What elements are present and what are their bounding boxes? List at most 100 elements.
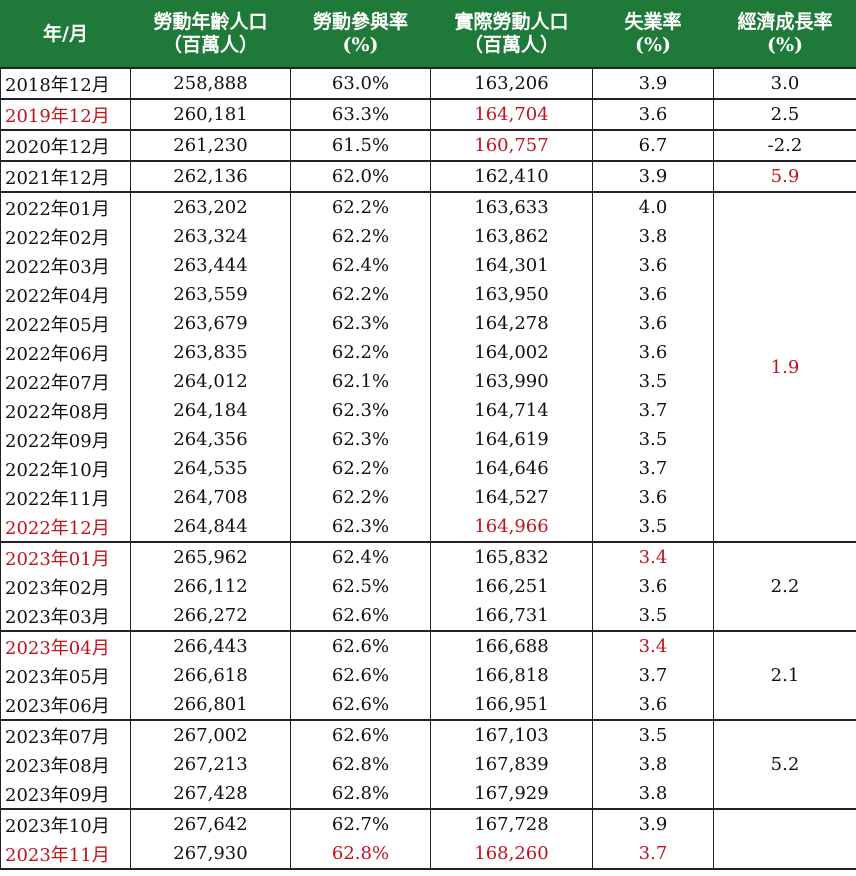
unemployment-rate-cell: 3.7 [592,661,714,690]
unemployment-rate-cell: 3.5 [592,601,714,631]
month-cell: 2022年01月 [0,191,131,222]
month-cell: 2022年09月 [0,425,131,454]
month-cell: 2023年09月 [0,779,131,809]
header-actual-labor-force: 實際勞動人口 （百萬人） [430,0,593,69]
month-cell: 2021年12月 [0,160,131,192]
participation-rate-cell: 62.2% [290,222,431,251]
labor-age-population-cell: 263,679 [130,309,291,338]
labor-age-population-cell: 267,930 [130,839,291,870]
actual-labor-force-cell: 168,260 [430,839,593,870]
gdp-growth-rate-cell: 3.0 [713,67,856,100]
unemployment-rate-cell: 3.9 [592,160,714,192]
actual-labor-force-cell: 166,951 [430,690,593,720]
actual-labor-force-cell: 164,714 [430,396,593,425]
table-row: 2023年06月 266,801 62.6% 166,951 3.6 [0,690,856,720]
table-row: 2022年03月 263,444 62.4% 164,301 3.6 [0,251,856,280]
header-participation-rate: 勞動參與率 (%) [290,0,431,69]
month-cell: 2022年08月 [0,396,131,425]
table-row: 2020年12月 261,230 61.5% 160,757 6.7 -2.2 [0,129,856,162]
table-row: 2022年05月 263,679 62.3% 164,278 3.6 [0,309,856,338]
actual-labor-force-cell: 164,966 [430,512,593,542]
gdp-growth-rate-cell: 2.1 [713,630,856,721]
unemployment-rate-cell: 4.0 [592,191,714,222]
labor-age-population-cell: 267,002 [130,719,291,750]
labor-age-population-cell: 263,202 [130,191,291,222]
labor-age-population-cell: 266,801 [130,690,291,720]
participation-rate-cell: 62.4% [290,251,431,280]
table-row: 2022年04月 263,559 62.2% 163,950 3.6 [0,280,856,309]
actual-labor-force-cell: 163,950 [430,280,593,309]
month-cell: 2018年12月 [0,67,131,99]
month-cell: 2023年03月 [0,601,131,631]
gdp-growth-rate-cell: 2.5 [713,98,856,131]
unemployment-rate-cell: 3.9 [592,808,714,839]
labor-age-population-cell: 263,559 [130,280,291,309]
header-actual-labor-force-unit: （百萬人） [463,34,559,56]
unemployment-rate-cell: 3.5 [592,367,714,396]
table-row: 2022年06月 263,835 62.2% 164,002 3.6 [0,338,856,367]
participation-rate-cell: 62.6% [290,661,431,690]
actual-labor-force-cell: 167,728 [430,808,593,839]
unemployment-rate-cell: 3.6 [592,251,714,280]
unemployment-rate-cell: 3.7 [592,454,714,483]
gdp-growth-rate-cell: 5.2 [713,719,856,810]
table-row: 2018年12月 258,888 63.0% 163,206 3.9 3.0 [0,67,856,100]
header-unemployment-rate: 失業率 (%) [592,0,714,69]
table-row: 2023年10月 267,642 62.7% 167,728 3.9 [0,808,856,870]
participation-rate-cell: 62.2% [290,280,431,309]
month-cell: 2022年03月 [0,251,131,280]
header-row: 年/月 勞動年齡人口 （百萬人） 勞動參與率 (%) 實際勞動人口 （百萬人） … [0,0,856,69]
actual-labor-force-cell: 166,818 [430,661,593,690]
actual-labor-force-cell: 165,832 [430,541,593,572]
header-unemployment-rate-label: 失業率 [624,11,682,33]
month-cell: 2022年06月 [0,338,131,367]
table-row: 2023年04月 266,443 62.6% 166,688 3.4 2.1 [0,630,856,721]
labor-age-population-cell: 264,356 [130,425,291,454]
unemployment-rate-cell: 3.8 [592,222,714,251]
participation-rate-cell: 62.0% [290,160,431,192]
gdp-growth-rate-cell: 2.2 [713,541,856,632]
actual-labor-force-cell: 166,251 [430,572,593,601]
header-labor-age-population: 勞動年齡人口 （百萬人） [130,0,291,69]
table-row: 2023年09月 267,428 62.8% 167,929 3.8 [0,779,856,809]
actual-labor-force-cell: 164,002 [430,338,593,367]
participation-rate-cell: 62.1% [290,367,431,396]
labor-age-population-cell: 265,962 [130,541,291,572]
table-row: 2023年01月 265,962 62.4% 165,832 3.4 2.2 [0,541,856,632]
unemployment-rate-cell: 3.4 [592,630,714,661]
unemployment-rate-cell: 3.7 [592,396,714,425]
month-cell: 2023年04月 [0,630,131,661]
table-body: 2018年12月 258,888 63.0% 163,206 3.9 3.0 2019年12… [0,67,856,870]
unemployment-rate-cell: 6.7 [592,129,714,161]
labor-age-population-cell: 260,181 [130,98,291,130]
participation-rate-cell: 62.8% [290,839,431,870]
participation-rate-cell: 62.6% [290,630,431,661]
table-row: 2022年10月 264,535 62.2% 164,646 3.7 [0,454,856,483]
actual-labor-force-cell: 167,103 [430,719,593,750]
actual-labor-force-cell: 163,206 [430,67,593,99]
month-cell: 2022年10月 [0,454,131,483]
unemployment-rate-cell: 3.6 [592,483,714,512]
gdp-growth-rate-cell: 1.9 [713,191,856,543]
actual-labor-force-cell: 166,731 [430,601,593,631]
participation-rate-cell: 62.7% [290,808,431,839]
table-row: 2019年12月 260,181 63.3% 164,704 3.6 2.5 [0,98,856,131]
participation-rate-cell: 62.8% [290,750,431,779]
unemployment-rate-cell: 3.6 [592,309,714,338]
header-gdp-growth-rate-label: 經濟成長率 [737,11,833,33]
participation-rate-cell: 62.3% [290,396,431,425]
actual-labor-force-cell: 163,990 [430,367,593,396]
unemployment-rate-cell: 3.6 [592,572,714,601]
month-cell: 2023年11月 [0,839,131,870]
unemployment-rate-cell: 3.9 [592,67,714,99]
labor-age-population-cell: 263,444 [130,251,291,280]
gdp-growth-rate-cell: 5.9 [713,160,856,193]
participation-rate-cell: 62.3% [290,512,431,542]
participation-rate-cell: 62.8% [290,779,431,809]
actual-labor-force-cell: 166,688 [430,630,593,661]
participation-rate-cell: 62.6% [290,601,431,631]
month-cell: 2023年02月 [0,572,131,601]
participation-rate-cell: 62.3% [290,309,431,338]
labor-age-population-cell: 264,184 [130,396,291,425]
header-participation-rate-unit: (%) [342,34,379,56]
